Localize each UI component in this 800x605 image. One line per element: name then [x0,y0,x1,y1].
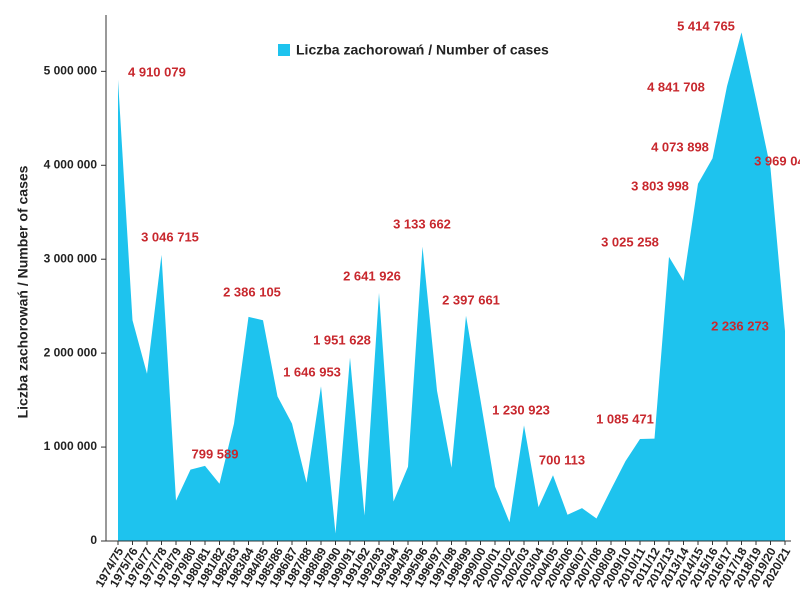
value-label: 2 397 661 [442,292,500,307]
value-label: 1 646 953 [283,364,341,379]
value-label: 2 236 273 [711,318,769,333]
value-label: 3 803 998 [631,178,689,193]
value-label: 1 085 471 [596,411,654,426]
value-label: 4 841 708 [647,79,705,94]
y-tick-label: 1 000 000 [44,439,98,453]
y-tick-label: 4 000 000 [44,157,98,171]
value-label: 4 910 079 [128,64,186,79]
value-label: 1 951 628 [313,332,371,347]
value-label: 799 589 [192,446,239,461]
value-label: 2 386 105 [223,284,281,299]
y-tick-label: 0 [90,533,97,547]
value-label: 3 025 258 [601,234,659,249]
value-label: 2 641 926 [343,268,401,283]
value-label: 1 230 923 [492,402,550,417]
value-label: 3 969 044 [754,153,800,168]
area [118,32,785,541]
value-label: 5 414 765 [677,18,735,33]
y-tick-label: 2 000 000 [44,345,98,359]
value-label: 4 073 898 [651,139,709,154]
value-label: 700 113 [539,452,585,467]
value-label: 3 046 715 [141,229,199,244]
legend-swatch [278,44,290,56]
value-label: 3 133 662 [393,216,451,231]
y-tick-label: 5 000 000 [44,64,98,78]
legend-label: Liczba zachorowań / Number of cases [296,42,549,58]
y-tick-label: 3 000 000 [44,251,98,265]
y-axis-label: Liczba zachorowań / Number of cases [15,165,31,418]
